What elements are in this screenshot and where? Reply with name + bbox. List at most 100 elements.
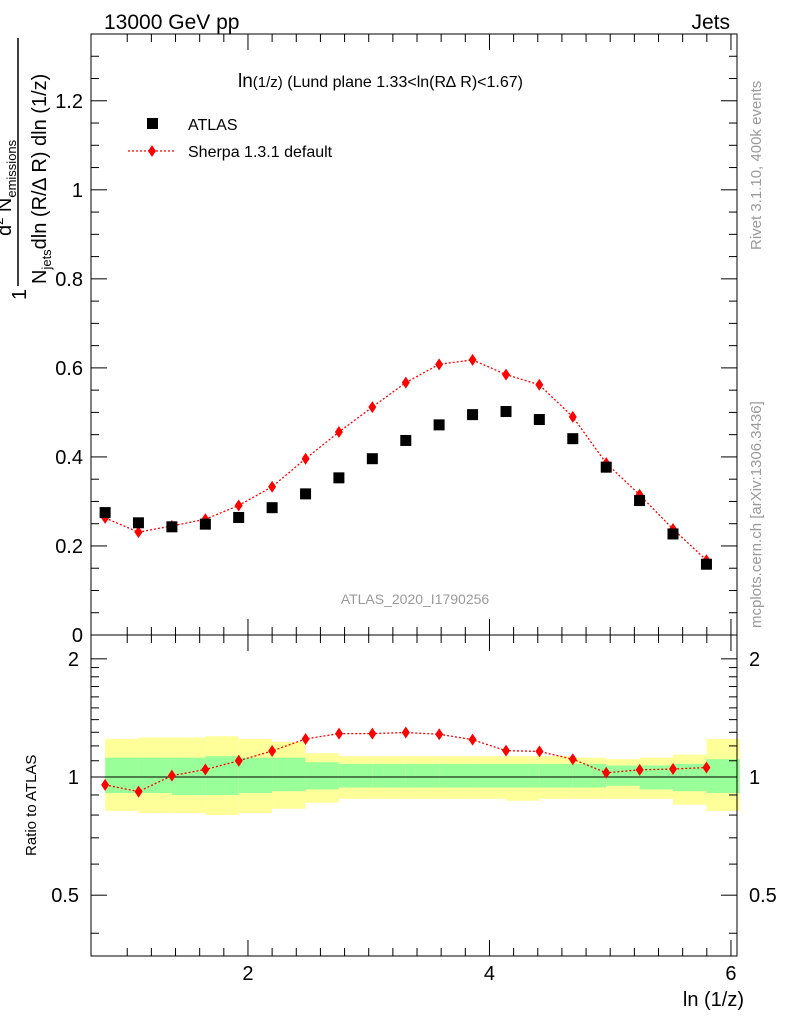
inner-uncertainty-band — [205, 756, 239, 795]
ratio-y-axis-label: Ratio to ATLAS — [23, 755, 40, 856]
inner-uncertainty-band — [138, 757, 172, 794]
main-plot-title: ln(1/z) (Lund plane 1.33<ln(R∆ R)<1.67) — [238, 71, 523, 92]
rivet-side-text: Rivet 3.1.10, 400k events — [748, 81, 765, 250]
inner-uncertainty-band — [338, 763, 373, 788]
ratio-y-tick-label-right: 2 — [749, 649, 760, 671]
inner-uncertainty-band — [439, 763, 473, 788]
atlas-point — [600, 461, 612, 473]
ylabel-denominator: Njetsdln (R/∆ R) dln (1/z) — [29, 74, 54, 284]
atlas-point — [433, 419, 445, 431]
x-tick-label: 2 — [242, 963, 253, 985]
legend-sherpa-label: Sherpa 1.3.1 default — [188, 144, 333, 161]
atlas-point — [400, 434, 412, 446]
ratio-y-tick-label-right: 0.5 — [749, 885, 777, 907]
main-y-tick-label: 0.4 — [55, 447, 83, 469]
sherpa-ratio-point — [401, 726, 410, 739]
ratio-y-tick-label-right: 1 — [749, 767, 760, 789]
sherpa-ratio-point — [435, 728, 444, 741]
ylabel-one: 1 — [9, 289, 31, 300]
sherpa-ratio-point — [368, 727, 377, 740]
atlas-series — [99, 406, 712, 570]
atlas-point — [567, 433, 579, 445]
title-small: (1/z) — [253, 74, 283, 91]
atlas-point — [500, 406, 512, 418]
sherpa-point — [435, 358, 444, 371]
atlas-point — [233, 511, 245, 523]
main-y-axis-label: 1 Njetsdln (R/∆ R) dln (1/z) d2 Nemissio… — [0, 38, 54, 300]
main-y-tick-label: 0.6 — [55, 358, 83, 380]
atlas-point — [166, 521, 178, 533]
sherpa-ratio-point — [201, 763, 210, 776]
ratio-y-tick-label: 1 — [68, 767, 79, 789]
sherpa-point — [234, 499, 243, 512]
inner-uncertainty-band — [372, 763, 406, 788]
sherpa-ratio-point — [635, 763, 644, 776]
sherpa-point — [134, 526, 143, 539]
header-right: Jets — [691, 11, 730, 34]
main-y-tick-label: 0.2 — [55, 536, 83, 558]
ratio-y-tick-label: 2 — [68, 649, 79, 671]
sherpa-point — [401, 376, 410, 389]
inner-uncertainty-band — [272, 757, 306, 792]
sherpa-point — [502, 368, 511, 381]
ylabel-numerator: d2 Nemissions — [0, 139, 19, 236]
atlas-point — [99, 507, 111, 519]
inner-uncertainty-band — [305, 762, 339, 790]
sherpa-ratio-point — [568, 753, 577, 766]
atlas-point — [467, 409, 479, 421]
sherpa-series — [101, 353, 711, 567]
main-y-tick-label: 0 — [72, 625, 83, 647]
atlas-point — [300, 488, 312, 500]
atlas-point — [199, 518, 211, 530]
inner-uncertainty-band — [572, 763, 607, 788]
sherpa-ratio-series — [101, 726, 711, 798]
inner-uncertainty-band — [606, 765, 640, 786]
sherpa-ratio-point — [669, 763, 678, 776]
legend-atlas-marker — [147, 118, 158, 129]
header-left: 13000 GeV pp — [104, 11, 239, 34]
sherpa-ratio-point — [535, 745, 544, 758]
ratio-y-tick-label: 0.5 — [51, 885, 79, 907]
inner-uncertainty-band — [706, 759, 740, 794]
atlas-point — [667, 528, 679, 540]
analysis-watermark: ATLAS_2020_I1790256 — [341, 591, 490, 607]
sherpa-ratio-point — [468, 733, 477, 746]
atlas-point — [266, 502, 278, 514]
x-axis-label: ln (1/z) — [683, 989, 744, 1011]
legend-atlas-label: ATLAS — [188, 117, 238, 134]
main-y-tick-label: 0.8 — [55, 269, 83, 291]
title-main: ln — [238, 71, 253, 92]
sherpa-point — [268, 480, 277, 493]
main-y-tick-label: 1.2 — [55, 91, 83, 113]
ratio-panel: 0.5 0.5 1 1 2 2 2 4 6 Ratio to ATLAS ln (1/z) — [23, 634, 777, 1011]
atlas-point — [333, 472, 345, 484]
sherpa-ratio-point — [101, 778, 110, 791]
sherpa-ratio-point — [167, 769, 176, 782]
sherpa-ratio-point — [301, 732, 310, 745]
main-y-tick-label: 1 — [72, 180, 83, 202]
sherpa-ratio-point — [268, 744, 277, 757]
ratio-frame — [90, 634, 738, 957]
ratio-axis-ticks: 0.5 0.5 1 1 2 2 2 4 6 — [51, 635, 777, 985]
sherpa-ratio-point — [702, 761, 711, 774]
atlas-point — [533, 414, 545, 426]
main-panel: 0 0.2 0.4 0.6 0.8 1 1.2 ln(1/z) (Lund plane 1.… — [0, 33, 738, 647]
sherpa-point — [568, 410, 577, 423]
sherpa-point — [535, 378, 544, 391]
x-tick-label: 4 — [484, 963, 495, 985]
sherpa-ratio-point — [335, 727, 344, 740]
inner-uncertainty-band — [171, 757, 206, 795]
sherpa-point — [368, 401, 377, 414]
sherpa-ratio-point — [134, 785, 143, 798]
atlas-point — [132, 517, 144, 529]
inner-uncertainty-band — [506, 763, 540, 788]
mcplots-side-text: mcplots.cern.ch [arXiv:1306.3436] — [748, 401, 765, 628]
uncertainty-bands — [105, 736, 740, 816]
sherpa-ratio-point — [234, 754, 243, 767]
sherpa-point — [468, 353, 477, 366]
inner-uncertainty-band — [105, 757, 139, 794]
legend: ATLAS Sherpa 1.3.1 default — [128, 117, 333, 161]
atlas-point — [366, 453, 378, 465]
x-tick-label: 6 — [725, 963, 736, 985]
